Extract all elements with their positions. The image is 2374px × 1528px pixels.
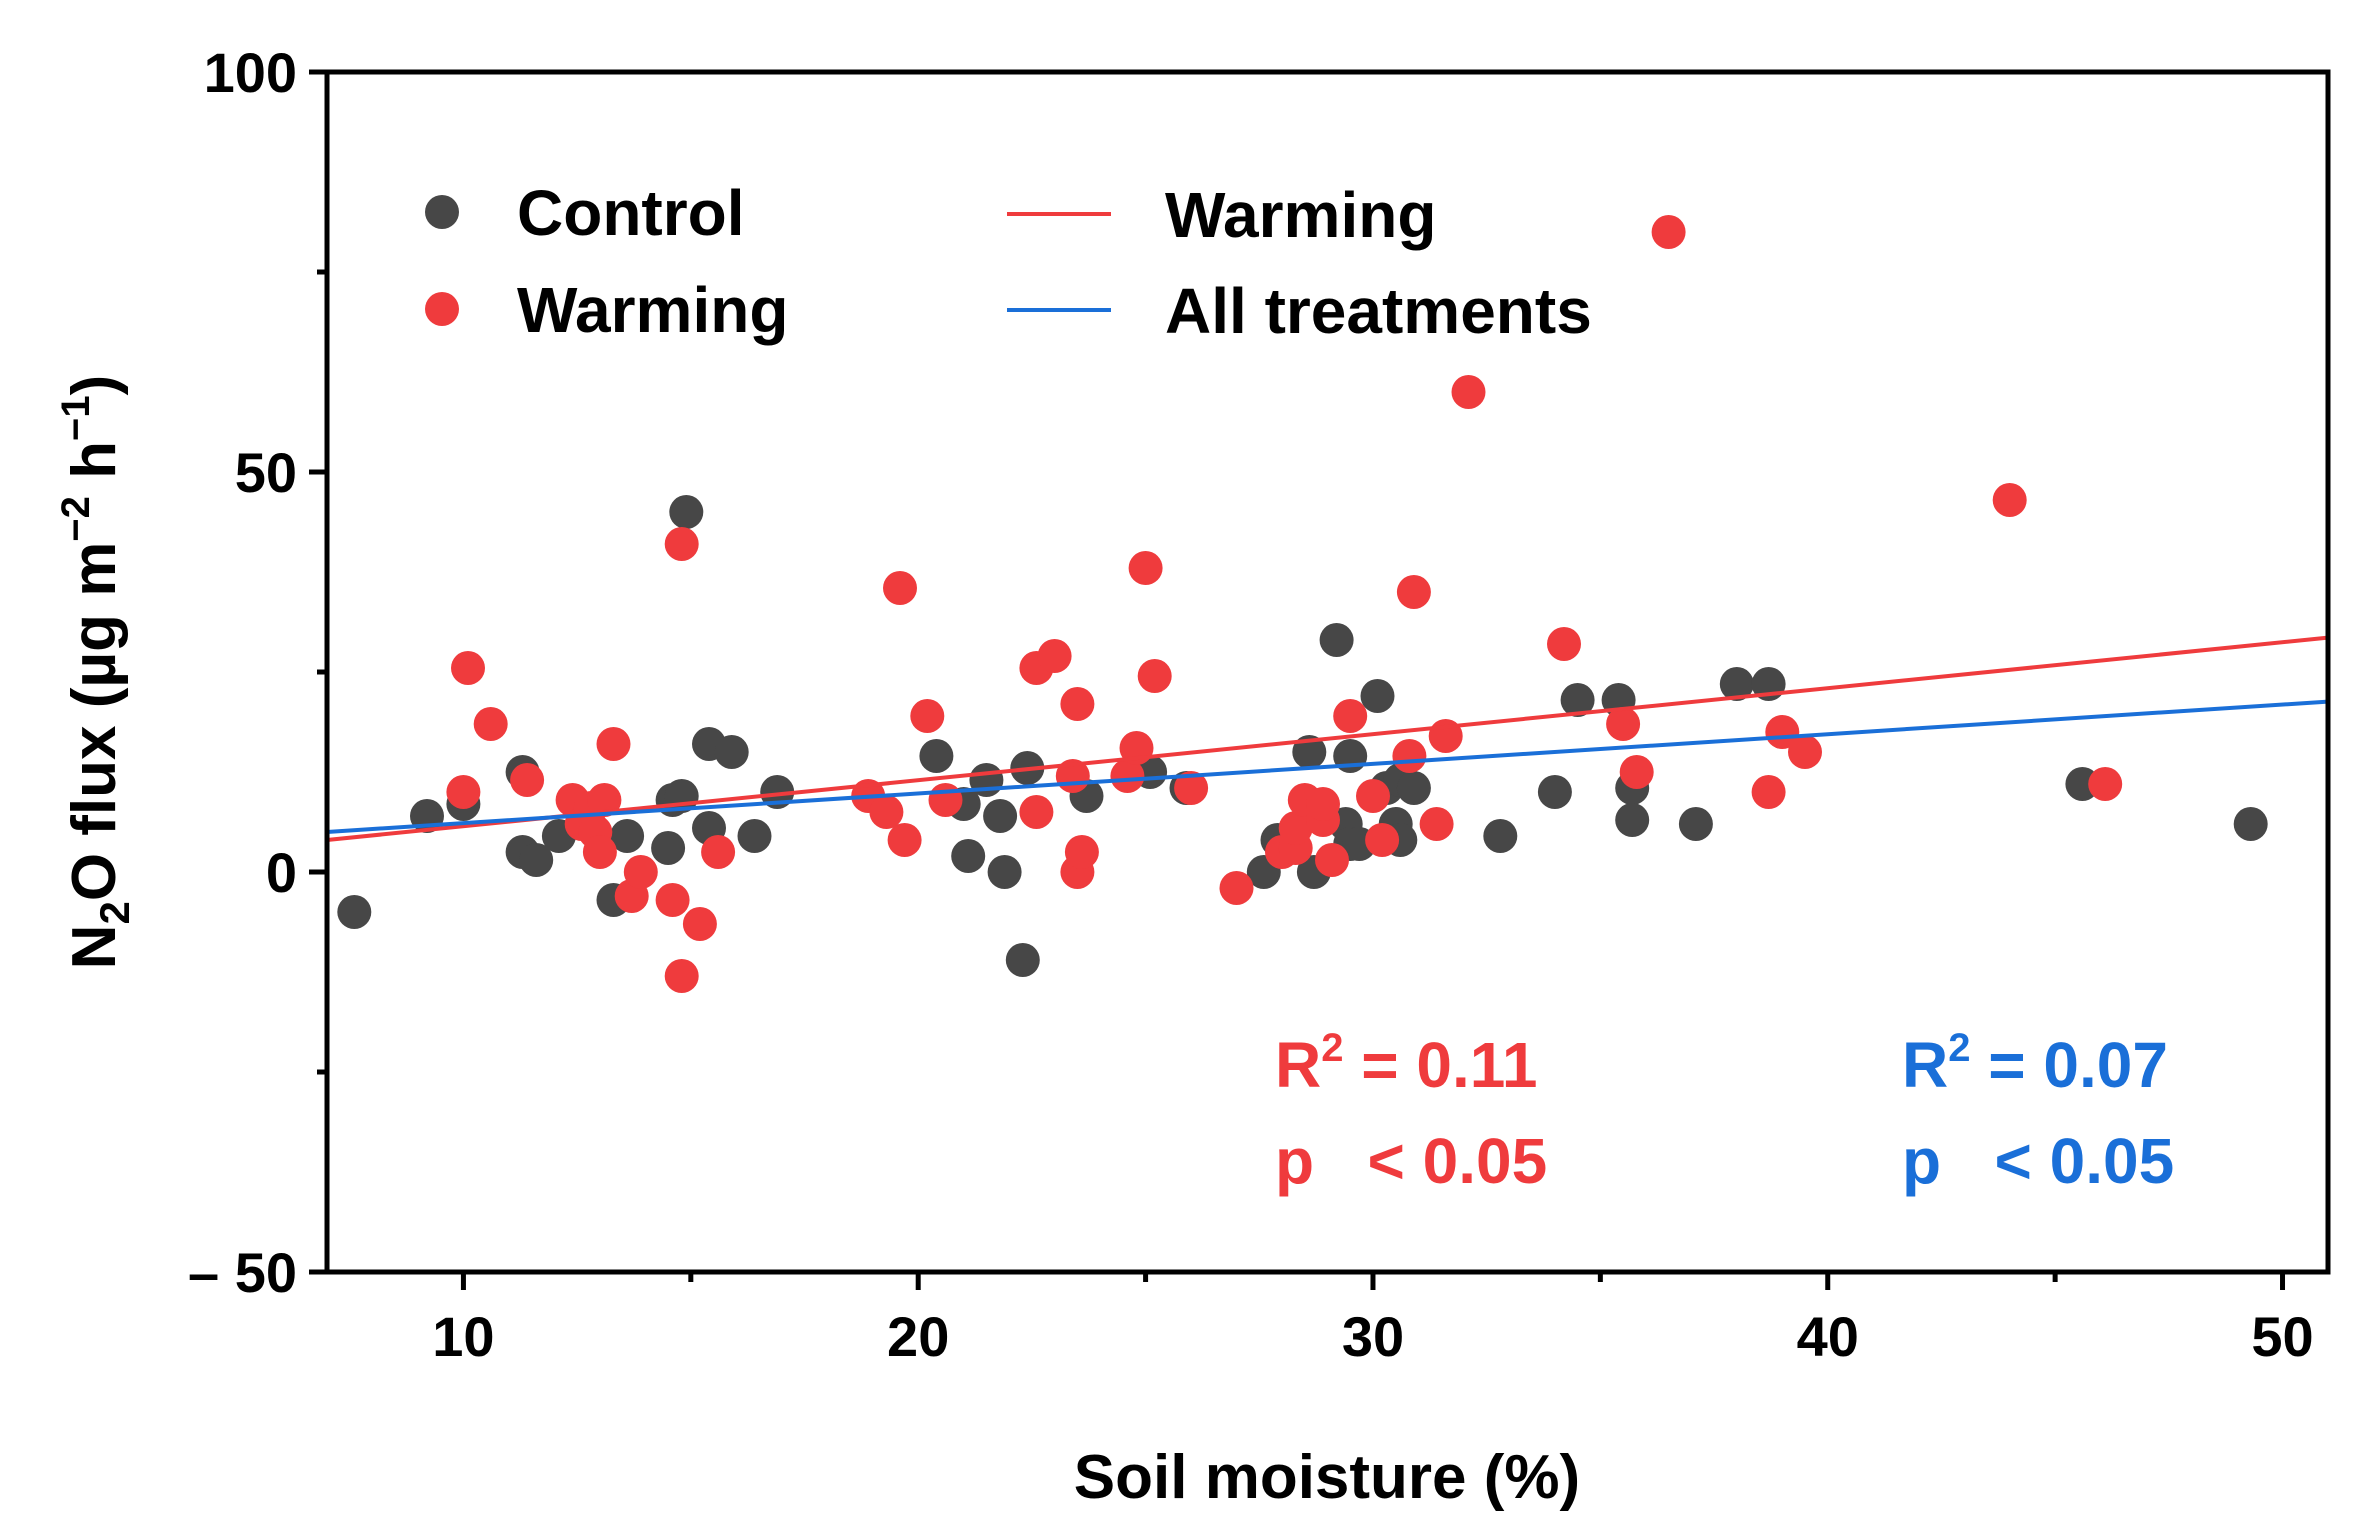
control-point [1719,667,1754,701]
control-point [669,495,704,529]
warming-point [1174,771,1209,805]
warming-point [664,959,699,993]
control-point [1319,623,1354,657]
control-point [1483,819,1518,853]
r2-all-treatments: R2 = 0.07 [1902,1026,2168,1101]
y-axis-title: N2O flux (µg m−2 h−1) [54,375,138,970]
warming-point [1547,627,1581,661]
control-point [1615,803,1650,837]
plot-content [326,215,2329,993]
warming-point [1278,811,1313,845]
warming-point [1037,639,1072,673]
warming-point [1060,687,1095,721]
legend-marker-warming [425,292,459,326]
warming-point [1992,483,2027,517]
warming-point [473,707,508,741]
x-tick-label: 10 [432,1305,494,1368]
warming-point [1765,715,1800,749]
warming-point [510,763,545,797]
control-point [337,895,372,929]
warming-point [1619,755,1654,789]
control-point [987,855,1022,889]
warming-point [1306,787,1340,821]
stats-warming: R2 = 0.11 p < 0.05 [1275,1026,1547,1197]
warming-point [1019,795,1054,829]
warming-point [596,727,631,761]
x-tick-label: 20 [887,1305,949,1368]
control-point [969,763,1004,797]
x-tick-label: 40 [1797,1305,1859,1368]
warming-point [910,699,945,733]
control-point [519,843,554,877]
warming-point [1365,823,1400,857]
legend-marker-control [425,195,459,229]
warming-point [664,527,699,561]
control-point [610,819,645,853]
warming-point [1110,759,1145,793]
legend: Control Warming Warming All treatments [425,177,1592,347]
warming-point [1396,575,1431,609]
warming-point [1219,871,1254,905]
control-point [1560,683,1595,717]
warming-point [1137,659,1172,693]
fit-line-warming [326,635,2329,842]
legend-label-control: Control [517,177,745,249]
x-tick-label: 30 [1342,1305,1404,1368]
warming-point [887,823,922,857]
warming-point [1356,779,1390,813]
warming-point [1651,215,1686,249]
control-point [714,735,749,769]
warming-point [451,651,485,685]
control-point [2233,807,2268,841]
warming-point [1315,843,1349,877]
control-point [983,799,1018,833]
warming-point [587,783,622,817]
fit-line-all-treatments [326,699,2329,834]
x-tick-label: 50 [2251,1305,2313,1368]
p-value-all-treatments: p < 0.05 [1902,1125,2174,1197]
control-point [951,839,986,873]
y-tick-label: – 50 [188,1241,297,1304]
warming-point [1392,739,1427,773]
warming-point [869,795,904,829]
warming-point [928,783,963,817]
stats-all-treatments: R2 = 0.07 p < 0.05 [1902,1026,2174,1197]
control-point [1005,943,1040,977]
warming-point [701,835,736,869]
x-axis-title: Soil moisture (%) [1074,1443,1580,1512]
y-tick-label: 0 [266,841,297,904]
warming-point [582,835,617,869]
control-point [1537,775,1572,809]
warming-point [1333,699,1368,733]
legend-label-all-treatments: All treatments [1165,275,1592,347]
warming-point [1788,735,1822,769]
legend-label-warming-points: Warming [517,274,788,346]
warming-point [446,775,481,809]
control-point [1678,807,1713,841]
warming-point [883,571,917,605]
control-point [651,831,686,865]
warming-point [1751,775,1786,809]
control-point [737,819,772,853]
warming-point [1128,551,1163,585]
warming-point [1419,807,1454,841]
y-tick-label: 100 [204,41,297,104]
control-point [1396,771,1431,805]
warming-point [1606,707,1641,741]
warming-point [682,907,717,941]
control-point [1360,679,1395,713]
y-tick-label: 50 [235,441,297,504]
warming-point [1451,375,1486,409]
warming-point [1064,835,1099,869]
r2-warming: R2 = 0.11 [1275,1026,1537,1101]
warming-point [655,883,690,917]
warming-point [623,855,658,889]
control-point [919,739,954,773]
p-value-warming: p < 0.05 [1275,1125,1547,1197]
legend-label-warming-fit: Warming [1165,179,1436,251]
axis-ticks: 10 20 30 40 50 – 50 0 50 100 [188,41,2314,1368]
warming-point [2088,767,2123,801]
